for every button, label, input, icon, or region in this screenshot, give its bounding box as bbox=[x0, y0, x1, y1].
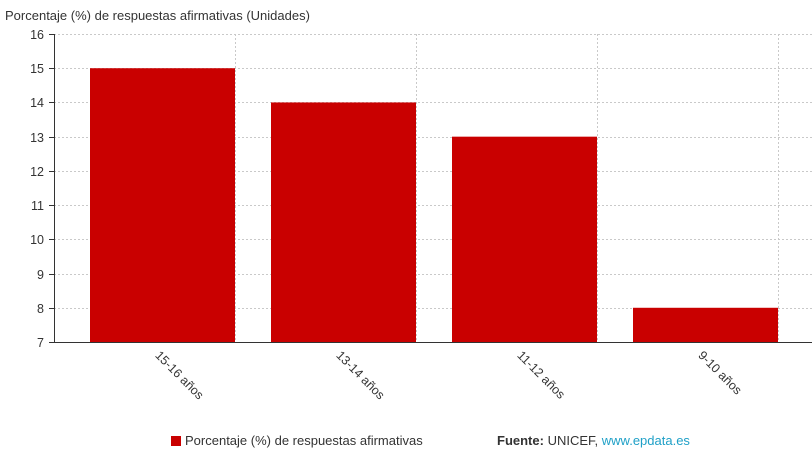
y-tick-label: 11 bbox=[31, 199, 44, 213]
bars bbox=[90, 68, 778, 342]
y-tick-label: 12 bbox=[30, 165, 44, 179]
source-org: UNICEF, bbox=[547, 433, 599, 448]
y-tick-label: 13 bbox=[30, 131, 44, 145]
chart-title: Porcentaje (%) de respuestas afirmativas… bbox=[5, 8, 310, 23]
bar-chart: Porcentaje (%) de respuestas afirmativas… bbox=[5, 8, 812, 402]
y-tick-label: 7 bbox=[37, 336, 44, 350]
x-tick-label: 11-12 años bbox=[514, 348, 567, 401]
y-tick-label: 16 bbox=[30, 28, 44, 42]
source-key: Fuente: bbox=[497, 433, 544, 448]
legend-swatch[interactable] bbox=[171, 436, 181, 446]
bar-1[interactable] bbox=[90, 68, 235, 342]
x-tick-label: 9-10 años bbox=[695, 348, 744, 397]
y-tick-labels: 7 8 9 10 11 12 13 14 15 16 bbox=[30, 28, 44, 350]
y-tick-label: 15 bbox=[30, 62, 44, 76]
bar-4[interactable] bbox=[633, 307, 778, 342]
legend-label[interactable]: Porcentaje (%) de respuestas afirmativas bbox=[185, 433, 423, 448]
y-tick-label: 14 bbox=[30, 96, 44, 110]
y-tick-label: 8 bbox=[37, 302, 44, 316]
source-link[interactable]: www.epdata.es bbox=[601, 433, 690, 448]
legend-row: Porcentaje (%) de respuestas afirmativas… bbox=[0, 432, 812, 450]
axes bbox=[49, 34, 812, 343]
grid-lines bbox=[54, 34, 812, 342]
source-credit: Fuente: UNICEF, www.epdata.es bbox=[497, 433, 690, 448]
y-tick-label: 9 bbox=[37, 268, 44, 282]
x-tick-label: 15-16 años bbox=[152, 348, 206, 402]
y-tick-label: 10 bbox=[30, 233, 44, 247]
bar-2[interactable] bbox=[271, 102, 416, 342]
x-tick-labels: 15-16 años 13-14 años 11-12 años 9-10 años bbox=[152, 348, 744, 402]
bar-3[interactable] bbox=[452, 136, 597, 342]
x-tick-label: 13-14 años bbox=[333, 348, 387, 402]
